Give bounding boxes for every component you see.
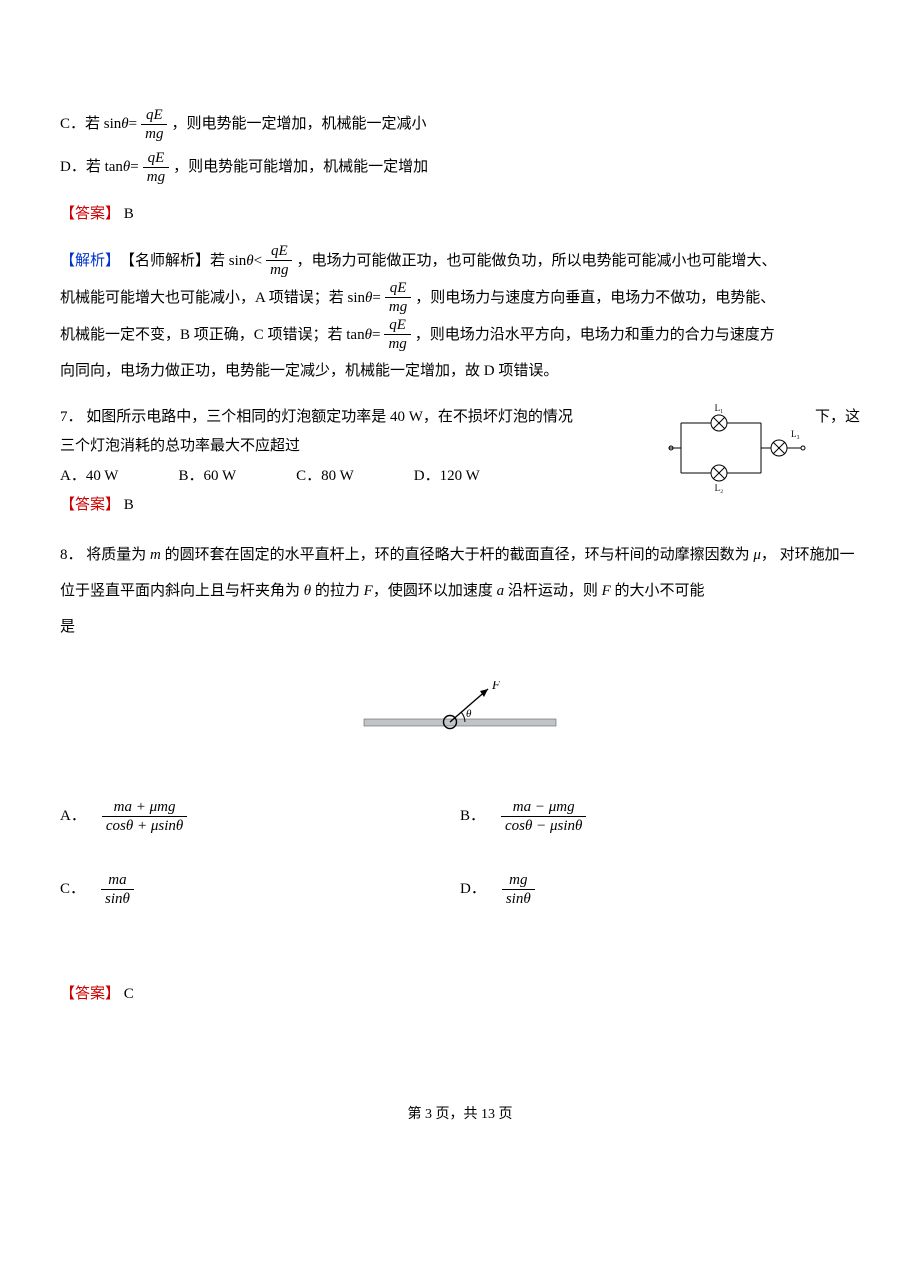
answer-value: B bbox=[124, 497, 134, 513]
q7-text: 7． 如图所示电路中，三个相同的灯泡额定功率是 40 W，在不损坏灯泡的情况 三… bbox=[60, 403, 659, 519]
fraction: ma + μmg cosθ + μsinθ bbox=[102, 798, 187, 835]
t1: 若 sin bbox=[210, 243, 246, 279]
equals: = bbox=[130, 153, 138, 182]
answer-value: C bbox=[124, 986, 134, 1002]
q8-figure: F θ bbox=[60, 681, 860, 752]
q7-option-d: D．120 W bbox=[414, 462, 480, 491]
q7-stem-a: 7． 如图所示电路中，三个相同的灯泡额定功率是 40 W，在不损坏灯泡的情况 bbox=[60, 403, 659, 432]
q7-option-a: A．40 W bbox=[60, 462, 118, 491]
q7-option-b: B．60 W bbox=[178, 462, 236, 491]
analysis-label: 【解析】 bbox=[60, 243, 120, 279]
svg-text:L₁: L₁ bbox=[715, 403, 724, 413]
q6-option-c: C．若 sin θ = qE mg ，则电势能一定增加，机械能一定减小 bbox=[60, 106, 860, 143]
theta: θ bbox=[123, 153, 130, 182]
q7: 7． 如图所示电路中，三个相同的灯泡额定功率是 40 W，在不损坏灯泡的情况 三… bbox=[60, 403, 860, 519]
fraction: ma sinθ bbox=[101, 871, 134, 908]
fraction: qE mg bbox=[143, 149, 169, 186]
q8-option-c: C． ma sinθ bbox=[60, 871, 460, 908]
q7-option-c: C．80 W bbox=[296, 462, 354, 491]
answer-label: 【答案】 bbox=[60, 497, 120, 513]
theta: θ bbox=[121, 110, 128, 139]
q7-options: A．40 W B．60 W C．80 W D．120 W bbox=[60, 462, 659, 491]
svg-text:θ: θ bbox=[466, 708, 472, 720]
q8-stem: 8． 将质量为 m 的圆环套在固定的水平直杆上，环的直径略大于杆的截面直径，环与… bbox=[60, 537, 860, 645]
q8-option-d: D． mg sinθ bbox=[460, 871, 860, 908]
q8-option-a: A． ma + μmg cosθ + μsinθ bbox=[60, 798, 460, 835]
q8-options: A． ma + μmg cosθ + μsinθ B． ma − μmg cos… bbox=[60, 780, 860, 926]
fraction: qE mg bbox=[384, 316, 410, 353]
q7-answer: 【答案】 B bbox=[60, 491, 659, 520]
q6-analysis: 【解析】 【名师解析】 若 sin θ < qE mg ，电场力可能做正功，也可… bbox=[60, 242, 860, 389]
label: C．若 sin bbox=[60, 110, 121, 139]
equals: = bbox=[129, 110, 137, 139]
q6-answer: 【答案】 B bbox=[60, 196, 860, 232]
q6-option-d: D．若 tan θ = qE mg ，则电势能可能增加，机械能一定增加 bbox=[60, 149, 860, 186]
fraction: qE mg bbox=[385, 279, 411, 316]
q7-stem-b: 三个灯泡消耗的总功率最大不应超过 bbox=[60, 432, 659, 461]
q8-answer: 【答案】 C bbox=[60, 976, 860, 1012]
svg-text:F: F bbox=[491, 681, 501, 692]
rod-ring-diagram-icon: F θ bbox=[360, 681, 560, 741]
answer-label: 【答案】 bbox=[60, 206, 120, 222]
svg-text:L₂: L₂ bbox=[715, 483, 724, 493]
circuit-diagram-icon: L₁ L₂ L₃ bbox=[667, 403, 807, 493]
answer-value: B bbox=[124, 206, 134, 222]
label: D．若 tan bbox=[60, 153, 123, 182]
svg-text:L₃: L₃ bbox=[791, 429, 800, 439]
q8-option-b: B． ma − μmg cosθ − μsinθ bbox=[460, 798, 860, 835]
tail: ，则电势能可能增加，机械能一定增加 bbox=[173, 153, 428, 182]
fraction: ma − μmg cosθ − μsinθ bbox=[501, 798, 586, 835]
answer-label: 【答案】 bbox=[60, 986, 120, 1002]
page-footer: 第 3 页，共 13 页 bbox=[60, 1102, 860, 1129]
q7-stem-tail: 下，这 bbox=[815, 403, 860, 432]
fraction: mg sinθ bbox=[502, 871, 535, 908]
fraction: qE mg bbox=[141, 106, 167, 143]
teacher-label: 【名师解析】 bbox=[120, 243, 210, 279]
fraction: qE mg bbox=[266, 242, 292, 279]
tail: ，则电势能一定增加，机械能一定减小 bbox=[171, 110, 426, 139]
